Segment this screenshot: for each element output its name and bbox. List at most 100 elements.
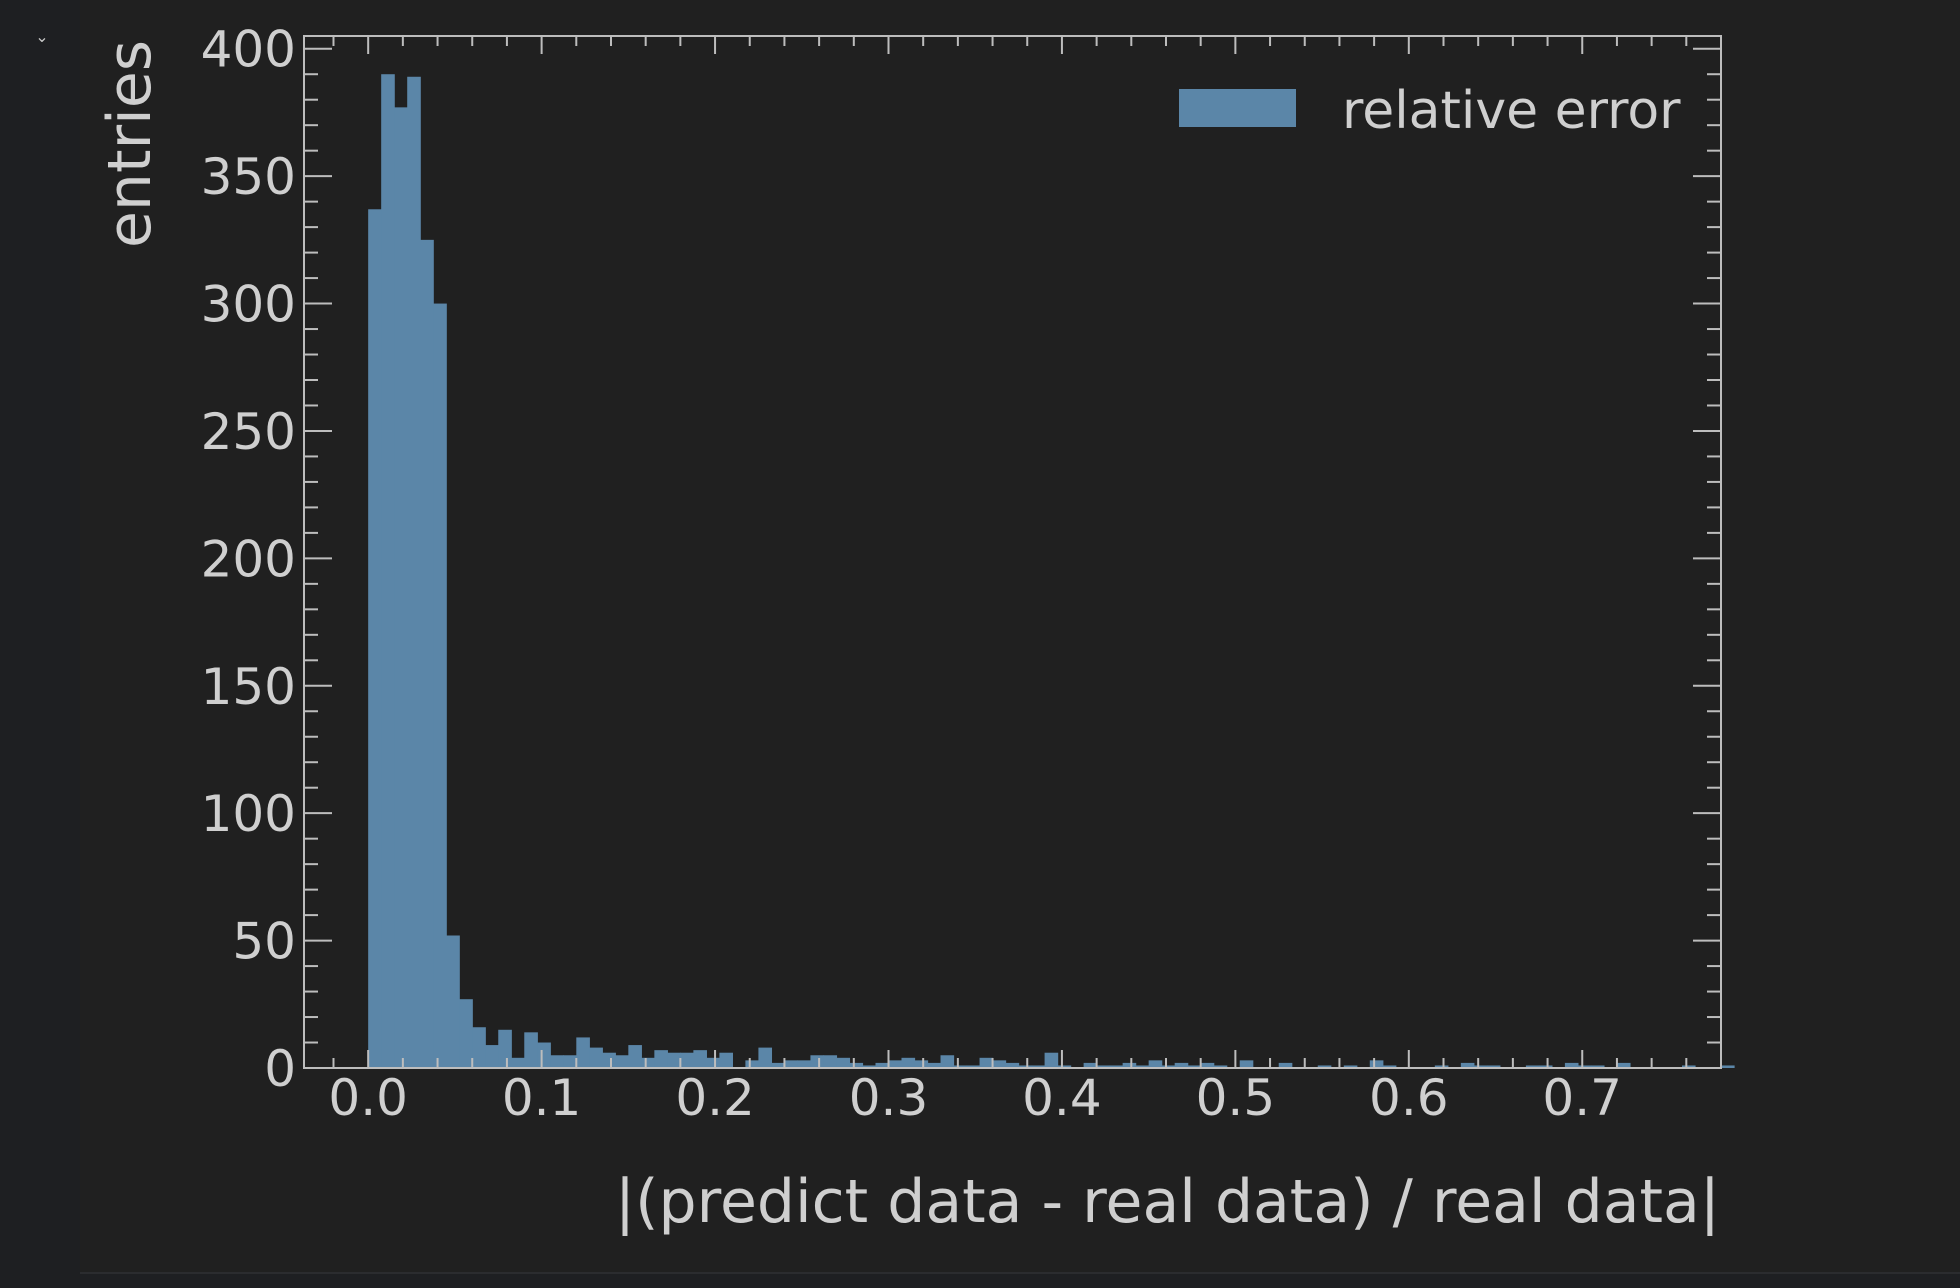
histogram-bar [1239, 1060, 1254, 1068]
histogram-bar [1018, 1065, 1033, 1068]
plot-background [304, 36, 1721, 1068]
histogram-bar [1200, 1062, 1215, 1068]
y-tick-label: 400 [201, 21, 296, 79]
histogram-bar [914, 1060, 929, 1068]
histogram-bar [1343, 1065, 1358, 1068]
histogram-bar [1187, 1065, 1202, 1068]
histogram-bar [498, 1029, 512, 1068]
histogram-bar [875, 1062, 890, 1068]
histogram-bar [1317, 1065, 1332, 1068]
x-tick-label: 0.6 [1369, 1069, 1449, 1127]
histogram-bar [433, 303, 447, 1068]
histogram-bar [1122, 1062, 1137, 1068]
histogram-bar [1590, 1065, 1605, 1068]
chevron-down-icon[interactable]: ⌄ [35, 29, 49, 46]
y-tick-label: 100 [201, 785, 296, 843]
y-tick-label: 0 [264, 1040, 296, 1098]
histogram-bar [797, 1060, 812, 1068]
histogram-bar [667, 1052, 681, 1068]
histogram-bar [459, 999, 473, 1068]
x-tick-label: 0.3 [849, 1069, 929, 1127]
x-axis-title: |(predict data - real data) / real data| [615, 1167, 1720, 1237]
histogram-bar [836, 1057, 851, 1068]
y-tick-label: 350 [201, 148, 296, 206]
histogram-bar [784, 1060, 799, 1068]
histogram-bar [745, 1060, 760, 1068]
histogram-bar [563, 1055, 577, 1068]
histogram-bar [771, 1062, 786, 1068]
x-tick-label: 0.7 [1542, 1069, 1622, 1127]
histogram-bar [420, 239, 434, 1069]
x-tick-label: 0.1 [502, 1069, 582, 1127]
histogram-bar [1564, 1062, 1579, 1068]
histogram-bar [1538, 1065, 1553, 1068]
histogram-bar [1369, 1060, 1384, 1068]
x-tick-label: 0.5 [1196, 1069, 1276, 1127]
histogram-bar [862, 1065, 877, 1068]
histogram-bar [1434, 1065, 1449, 1068]
histogram-bar [1109, 1065, 1124, 1068]
histogram-bar [368, 209, 382, 1068]
histogram-bar [589, 1047, 603, 1068]
histogram-bar [1031, 1065, 1046, 1068]
histogram-bar [1213, 1065, 1228, 1068]
x-tick-label: 0.0 [328, 1069, 408, 1127]
histogram-bar [823, 1055, 838, 1068]
histogram-bar [1096, 1065, 1111, 1068]
histogram-bar [1382, 1065, 1397, 1068]
histogram-bar [1473, 1065, 1488, 1068]
y-tick-label: 50 [232, 913, 296, 971]
histogram-bar [394, 107, 408, 1069]
y-tick-label: 200 [201, 530, 296, 588]
histogram-bar [1681, 1065, 1696, 1068]
histogram-bar [1083, 1062, 1098, 1068]
legend-label: relative error [1342, 81, 1681, 141]
histogram-bar [1616, 1062, 1631, 1068]
histogram-bar [485, 1045, 499, 1068]
histogram-bar [641, 1057, 655, 1068]
histogram-bar [810, 1055, 825, 1068]
histogram-bar [1278, 1062, 1293, 1068]
histogram-bar [758, 1047, 773, 1068]
histogram-bar [927, 1062, 942, 1068]
histogram-bar [953, 1065, 968, 1068]
histogram-bar [1057, 1065, 1072, 1068]
histogram-bar [381, 74, 395, 1069]
histogram-bar [407, 76, 421, 1068]
x-tick-label: 0.4 [1022, 1069, 1102, 1127]
histogram-bar [680, 1052, 694, 1068]
histogram-bar [719, 1052, 733, 1068]
histogram-bar [550, 1055, 564, 1068]
legend: relative error [1179, 81, 1681, 141]
y-tick-label: 150 [201, 658, 296, 716]
histogram-bar [1460, 1062, 1475, 1068]
histogram-bar [446, 935, 460, 1068]
histogram-bar [706, 1057, 720, 1068]
histogram-bar [901, 1057, 916, 1068]
histogram-bar [1044, 1052, 1059, 1068]
histogram-bar [576, 1037, 590, 1068]
histogram-bar [1525, 1065, 1540, 1068]
legend-swatch [1179, 89, 1296, 127]
histogram-bar [1486, 1065, 1501, 1068]
histogram-bar [1148, 1060, 1163, 1068]
histogram-bar [472, 1027, 486, 1068]
histogram-bar [1005, 1062, 1020, 1068]
histogram-bar [693, 1050, 707, 1068]
histogram-bar [849, 1062, 864, 1068]
x-tick-label: 0.2 [675, 1069, 755, 1127]
histogram-bar [1721, 1065, 1735, 1068]
histogram-bar [888, 1060, 903, 1068]
x-tick-labels: 0.0 0.1 0.2 0.3 0.4 0.5 0.6 0.7 [328, 1069, 1622, 1127]
histogram-bar [511, 1057, 525, 1068]
histogram-bar [1135, 1065, 1150, 1068]
histogram-bar [992, 1060, 1007, 1068]
y-tick-labels: 0 50 100 150 200 250 300 350 400 [201, 21, 296, 1098]
histogram-bar [1174, 1062, 1189, 1068]
histogram-bar [615, 1055, 629, 1068]
histogram-bars [368, 74, 1735, 1069]
histogram-bar [1161, 1065, 1176, 1068]
histogram-bar [940, 1055, 955, 1068]
histogram-bar [966, 1065, 981, 1068]
